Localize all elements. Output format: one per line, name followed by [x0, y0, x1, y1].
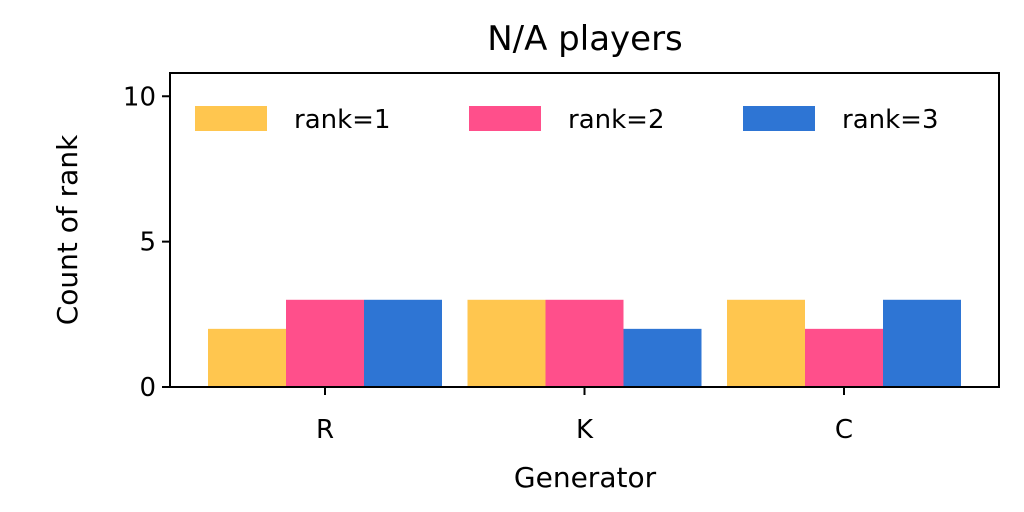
y-tick-label: 0	[139, 373, 156, 403]
bar-C-rank=3	[883, 299, 961, 387]
x-tick-label-R: R	[316, 415, 334, 445]
y-tick-label: 5	[139, 228, 156, 258]
plot-frame	[169, 72, 1000, 388]
bar-K-rank=1	[467, 299, 546, 387]
bar-R-rank=3	[364, 299, 442, 387]
bar-K-rank=3	[623, 328, 702, 387]
bars	[208, 299, 961, 387]
bar-R-rank=2	[286, 299, 364, 387]
legend-swatch-rank=1	[195, 106, 267, 131]
x-tick-label-K: K	[576, 415, 594, 445]
legend-label-rank=2: rank=2	[568, 105, 664, 135]
legend-label-rank=1: rank=1	[294, 105, 390, 135]
x-tick-label-C: C	[835, 415, 853, 445]
x-axis-label: Generator	[514, 461, 657, 494]
bar-C-rank=1	[727, 299, 805, 387]
legend: rank=1 rank=2 rank=3	[195, 105, 938, 135]
legend-swatch-rank=3	[743, 106, 815, 131]
bar-R-rank=1	[208, 328, 286, 387]
bar-C-rank=2	[805, 328, 883, 387]
bar-K-rank=2	[545, 299, 624, 387]
chart-title: N/A players	[487, 19, 683, 59]
legend-label-rank=3: rank=3	[842, 105, 938, 135]
y-axis-ticks: 0 5 10	[123, 82, 170, 403]
y-tick-label: 10	[123, 82, 156, 112]
legend-swatch-rank=2	[469, 106, 541, 131]
y-axis-label: Count of rank	[51, 134, 84, 325]
